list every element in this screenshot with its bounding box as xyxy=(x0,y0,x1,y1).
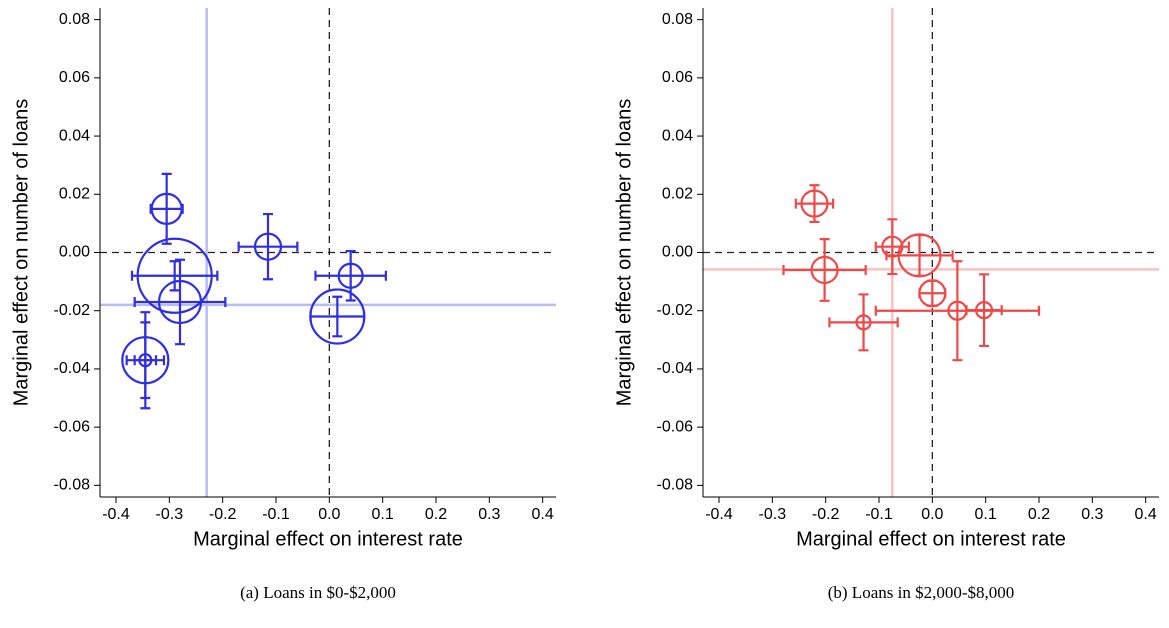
x-tick-label: -0.1 xyxy=(865,506,893,523)
x-axis-label: Marginal effect on interest rate xyxy=(796,528,1066,550)
y-error-bar xyxy=(979,273,990,348)
y-tick-label: 0.00 xyxy=(59,244,90,261)
bubble xyxy=(855,314,872,331)
y-error-bar xyxy=(263,212,273,281)
x-tick-label: 0.0 xyxy=(318,506,340,523)
bubble xyxy=(881,235,904,258)
y-tick-label: -0.08 xyxy=(657,477,694,494)
y-error-bar xyxy=(140,321,151,400)
bubble xyxy=(918,279,947,308)
y-error-bar xyxy=(332,295,343,338)
x-tick-label: -0.1 xyxy=(262,506,290,523)
bubble xyxy=(800,189,829,218)
bubble xyxy=(253,232,283,261)
y-axis-label: Marginal effect on number of loans xyxy=(613,99,635,407)
x-tick-label: -0.2 xyxy=(209,506,237,523)
y-tick-label: -0.06 xyxy=(54,418,91,435)
y-tick-label: -0.08 xyxy=(54,477,91,494)
y-error-bar xyxy=(169,260,180,292)
y-tick-label: -0.04 xyxy=(657,360,694,377)
x-tick-label: -0.4 xyxy=(102,506,130,523)
x-tick-label: -0.4 xyxy=(705,506,733,523)
x-tick-label: 0.2 xyxy=(425,506,447,523)
x-tick-label: 0.3 xyxy=(478,506,500,523)
bubble xyxy=(157,279,203,325)
x-tick-label: 0.1 xyxy=(372,506,394,523)
y-tick-label: 0.06 xyxy=(59,69,90,86)
bubble xyxy=(337,262,364,289)
bubble xyxy=(897,233,942,278)
y-tick-label: 0.04 xyxy=(59,127,90,144)
y-tick-label: 0.06 xyxy=(662,69,693,86)
x-tick-label: -0.2 xyxy=(812,506,840,523)
x-tick-label: 0.0 xyxy=(921,506,943,523)
y-error-bar xyxy=(952,260,963,362)
caption: (b) Loans in $2,000-$8,000 xyxy=(828,583,1015,602)
y-tick-label: 0.08 xyxy=(59,11,90,28)
bubble xyxy=(810,255,839,285)
bubble xyxy=(974,301,994,320)
y-error-bar xyxy=(819,238,830,302)
y-tick-label: 0.02 xyxy=(662,186,693,203)
bubble xyxy=(136,237,213,314)
x-tick-label: 0.2 xyxy=(1028,506,1050,523)
y-error-bar xyxy=(175,258,185,346)
bubble xyxy=(121,336,170,385)
y-error-bar xyxy=(858,293,869,352)
y-tick-label: -0.04 xyxy=(54,360,91,377)
x-tick-label: -0.3 xyxy=(156,506,184,523)
y-tick-label: 0.08 xyxy=(662,11,693,28)
x-axis-label: Marginal effect on interest rate xyxy=(193,528,463,550)
x-tick-label: 0.3 xyxy=(1081,506,1103,523)
y-tick-label: -0.06 xyxy=(657,418,694,435)
y-tick-label: -0.02 xyxy=(54,302,91,319)
y-tick-label: 0.04 xyxy=(662,127,693,144)
y-tick-label: -0.02 xyxy=(657,302,694,319)
caption: (a) Loans in $0-$2,000 xyxy=(240,583,396,602)
bubble xyxy=(150,192,183,225)
x-tick-label: -0.3 xyxy=(759,506,787,523)
y-error-bar xyxy=(161,172,172,245)
x-tick-label: 0.4 xyxy=(532,506,554,523)
y-error-bar xyxy=(887,218,898,276)
y-tick-label: 0.02 xyxy=(59,186,90,203)
x-tick-label: 0.1 xyxy=(975,506,997,523)
y-axis-label: Marginal effect on number of loans xyxy=(10,99,32,407)
y-tick-label: 0.00 xyxy=(662,244,693,261)
bubble xyxy=(309,288,366,345)
x-tick-label: 0.4 xyxy=(1135,506,1157,523)
